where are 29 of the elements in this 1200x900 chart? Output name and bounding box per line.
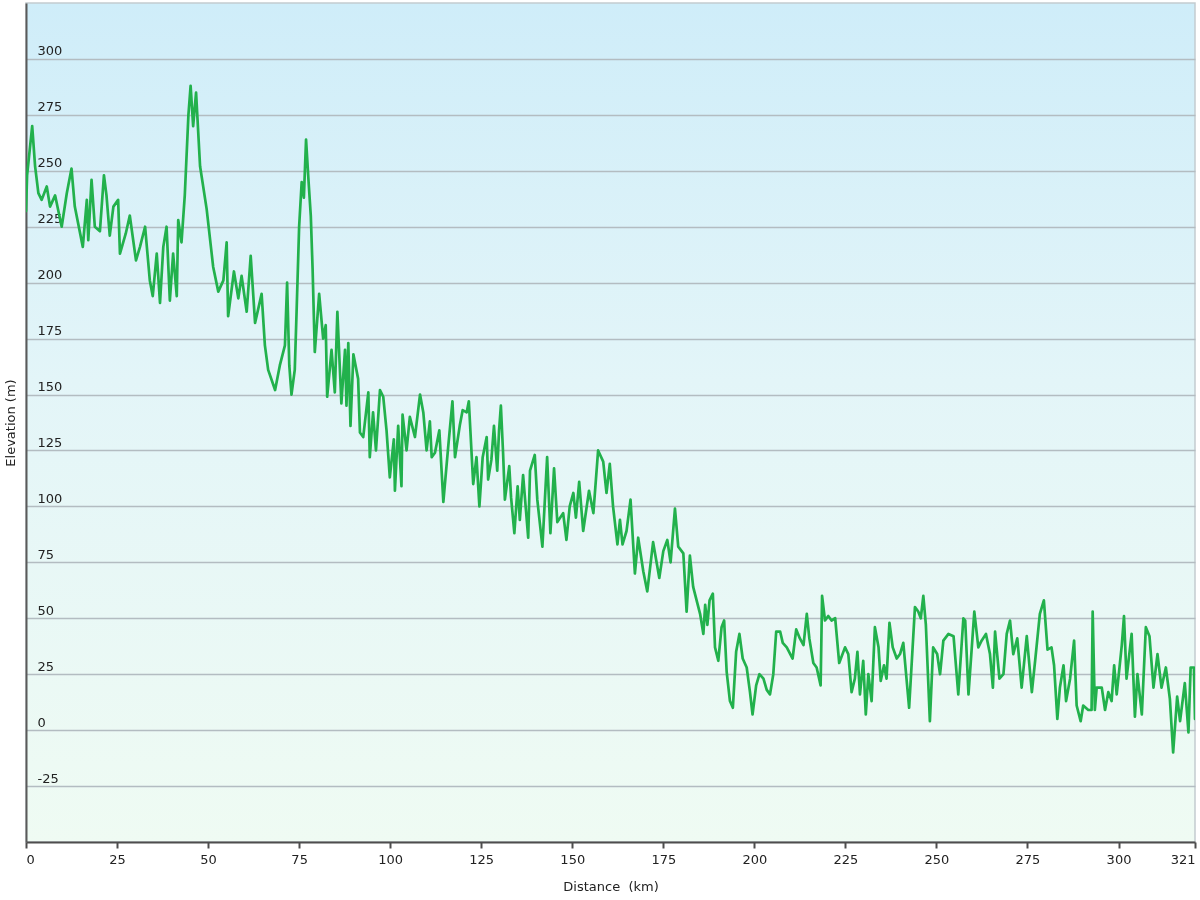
x-tick-label: 175: [651, 851, 677, 867]
x-tick-label: 0: [26, 851, 35, 867]
x-tick-label: 75: [291, 851, 308, 867]
y-axis-title: Elevation (m): [2, 379, 18, 467]
y-tick-label: 150: [37, 379, 63, 395]
y-tick-label: 200: [37, 267, 63, 283]
x-tick-label: 225: [833, 851, 859, 867]
y-tick-label: 100: [37, 490, 63, 506]
x-tick-label: 250: [924, 851, 950, 867]
x-tick-label: 275: [1015, 851, 1041, 867]
x-tick-label: 200: [742, 851, 768, 867]
x-tick-label: 25: [109, 851, 126, 867]
x-tick-label: 150: [560, 851, 586, 867]
x-tick-label: 100: [378, 851, 404, 867]
y-tick-label: 300: [37, 43, 63, 59]
y-tick-label: -25: [37, 770, 59, 786]
x-tick-label: 321: [1170, 851, 1196, 867]
y-tick-label: 125: [37, 434, 63, 450]
y-tick-label: 175: [37, 323, 63, 339]
y-tick-label: 25: [37, 658, 55, 674]
x-tick-label: 125: [469, 851, 495, 867]
y-tick-label: 75: [37, 546, 55, 562]
x-tick-label: 300: [1106, 851, 1132, 867]
x-axis-title: Distance (km): [563, 878, 659, 894]
y-tick-label: 50: [37, 602, 55, 618]
x-tick-label: 50: [200, 851, 217, 867]
y-tick-label: 0: [37, 714, 46, 730]
y-tick-label: 250: [37, 155, 63, 171]
y-tick-label: 275: [37, 99, 63, 115]
